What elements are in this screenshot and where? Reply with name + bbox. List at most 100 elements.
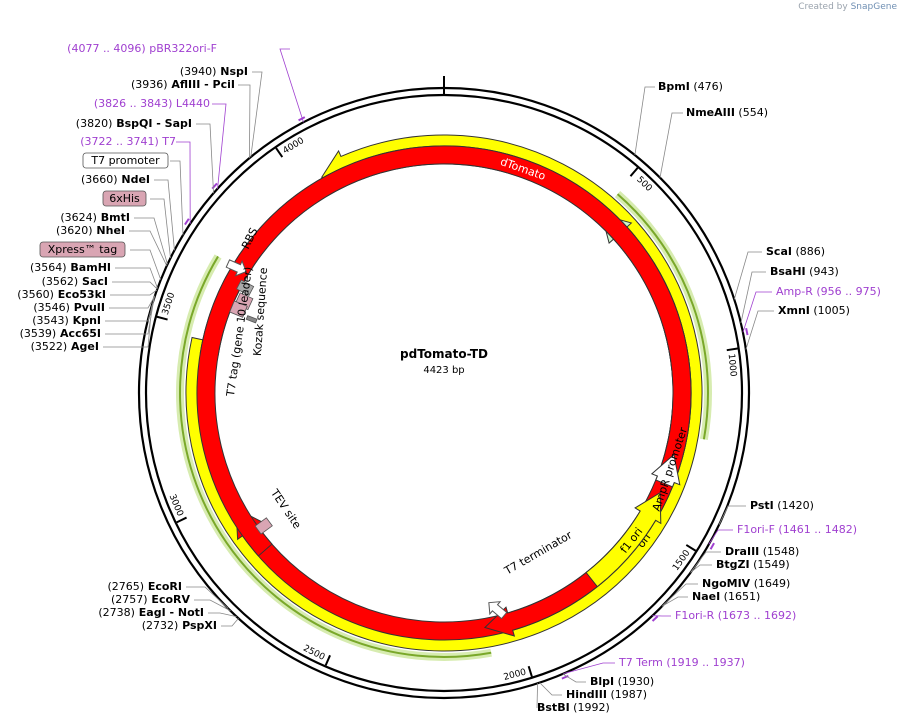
tick-1000 xyxy=(726,347,738,352)
label-coord-eagi: (2738) xyxy=(98,606,135,619)
label-coord-ndei: (3660) xyxy=(81,173,118,186)
label-nspi: (3940) NspI xyxy=(180,65,248,78)
label-text-blpi: BlpI (1930) xyxy=(590,675,654,688)
leader-t7prom xyxy=(170,160,184,236)
label-t7prom: T7 promoter xyxy=(82,152,169,169)
label-his: 6xHis xyxy=(102,190,147,207)
label-text-eco53ki: (3560) Eco53kI xyxy=(17,288,106,301)
label-nmeaiii: NmeAIII (554) xyxy=(686,106,768,119)
label-text-aflIII: (3936) AflIII - PciI xyxy=(131,78,235,91)
leader-hindiii xyxy=(539,682,562,696)
label-text-kpni: (3543) KpnI xyxy=(32,314,101,327)
label-bpmi: BpmI (476) xyxy=(658,80,723,93)
label-pbr: (4077 .. 4096) pBR322ori-F xyxy=(67,42,217,55)
leader-aflIII xyxy=(238,84,251,159)
leader-bmti xyxy=(134,217,168,265)
label-text-bspqi: (3820) BspQI - SapI xyxy=(76,117,192,130)
label-f1orif: F1ori-F (1461 .. 1482) xyxy=(737,523,857,536)
leader-nhei xyxy=(129,230,168,267)
leader-bstbi xyxy=(536,683,538,709)
halo-ampr xyxy=(616,193,709,440)
label-f1orir: F1ori-R (1673 .. 1692) xyxy=(675,609,796,622)
label-name-agei: AgeI xyxy=(67,340,99,353)
label-coord-agei: (3522) xyxy=(31,340,68,353)
label-text-ampr_primer: Amp-R (956 .. 975) xyxy=(776,285,881,298)
label-name-blpi: BlpI xyxy=(590,675,614,688)
label-box-xpress xyxy=(39,241,126,258)
label-coord-hindiii: (1987) xyxy=(607,688,647,701)
label-name-acc65i: Acc65I xyxy=(56,327,101,340)
label-name-nspi: NspI xyxy=(216,65,248,78)
leader-scai xyxy=(733,251,762,300)
label-name-t7: T7 xyxy=(159,135,176,148)
label-name-psti: PstI xyxy=(750,499,774,512)
label-name-nhei: NheI xyxy=(93,224,125,237)
label-text-pvuii: (3546) PvuII xyxy=(33,301,105,314)
label-name-bamhi: BamHI xyxy=(67,261,111,274)
label-coord-pvuii: (3546) xyxy=(33,301,70,314)
label-name-t7prom: T7 promoter xyxy=(90,154,160,167)
primer-mark-t7 xyxy=(184,218,190,226)
tick-2500 xyxy=(324,654,331,666)
label-coord-ecorv: (2757) xyxy=(111,593,148,606)
feature-ori xyxy=(185,134,703,652)
label-text-bmti: (3624) BmtI xyxy=(60,211,130,224)
leader-his xyxy=(150,198,171,259)
label-draiii: DraIII (1548) xyxy=(725,545,799,558)
label-blpi: BlpI (1930) xyxy=(590,675,654,688)
tick-4000 xyxy=(275,147,284,158)
label-text-f1orif: F1ori-F (1461 .. 1482) xyxy=(737,523,857,536)
tev-mark xyxy=(254,517,273,535)
label-name-bmti: BmtI xyxy=(97,211,130,224)
label-name-bstbi: BstBI xyxy=(537,701,570,714)
leader-saci xyxy=(112,281,158,290)
label-text-bpmi: BpmI (476) xyxy=(658,80,723,93)
site-labels: (4077 .. 4096) pBR322ori-F (3940) NspI(39… xyxy=(17,42,881,714)
backbone-rings xyxy=(137,76,751,700)
label-text-nhei: (3620) NheI xyxy=(56,224,125,237)
leader-psti xyxy=(718,505,746,525)
label-bamhi: (3564) BamHI xyxy=(30,261,111,274)
leader-kpni xyxy=(105,296,155,322)
tick-500 xyxy=(629,167,639,177)
leader-ngomiv xyxy=(662,583,698,606)
label-name-aflIII: AflIII xyxy=(168,78,201,91)
label-coord-l4440: (3826 .. 3843) xyxy=(94,97,173,110)
label-name-hindiii: HindIII xyxy=(566,688,607,701)
label-coord-bsahi: (943) xyxy=(806,265,839,278)
label-text-bsahi: BsaHI (943) xyxy=(770,265,839,278)
label-text-psti: PstI (1420) xyxy=(750,499,814,512)
label-ampr_primer: Amp-R (956 .. 975) xyxy=(776,285,881,298)
label-name-pvuii: PvuII xyxy=(70,301,105,314)
inner-label-t7term: T7 terminator xyxy=(501,528,574,578)
label-coord-xmni: (1005) xyxy=(810,304,850,317)
leader-eco53ki xyxy=(110,289,158,296)
label-coord-acc65i: (3539) xyxy=(20,327,57,340)
label-eagi: (2738) EagI - NotI xyxy=(98,606,204,619)
label-coord-blpi: (1930) xyxy=(614,675,654,688)
label-xpress: Xpress™ tag xyxy=(39,241,126,258)
tick-label-4000: 4000 xyxy=(281,136,306,157)
label-name2-eagi: - NotI xyxy=(166,606,204,619)
tick-1500 xyxy=(685,544,697,552)
label-name-ndei: NdeI xyxy=(118,173,150,186)
label-text-ngomiv: NgoMIV (1649) xyxy=(702,577,790,590)
label-text-naei: NaeI (1651) xyxy=(692,590,760,603)
label-psti: PstI (1420) xyxy=(750,499,814,512)
t7-terminator-mark xyxy=(488,601,508,620)
label-coord-bpmi: (476) xyxy=(690,80,723,93)
label-name-btgzi: BtgZI xyxy=(716,558,750,571)
leader-t7 xyxy=(176,141,191,224)
label-coord-nhei: (3620) xyxy=(56,224,93,237)
small-features xyxy=(225,259,508,620)
label-name-ampr_primer: Amp-R xyxy=(776,285,813,298)
label-name-f1orir: F1ori-R xyxy=(675,609,715,622)
label-coord-pbr: (4077 .. 4096) xyxy=(67,42,146,55)
label-hindiii: HindIII (1987) xyxy=(566,688,647,701)
label-name-draiii: DraIII xyxy=(725,545,759,558)
label-scai: ScaI (886) xyxy=(766,245,825,258)
label-coord-scai: (886) xyxy=(792,245,825,258)
